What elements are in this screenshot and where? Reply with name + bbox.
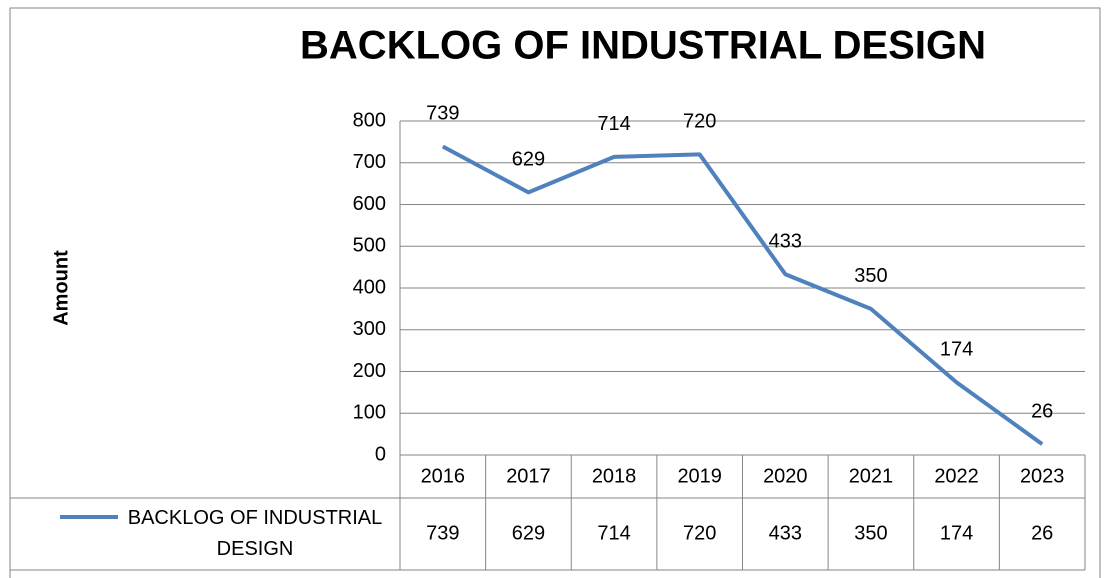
y-tick-label: 800 bbox=[353, 109, 386, 131]
y-tick-label: 300 bbox=[353, 318, 386, 340]
table-value: 26 bbox=[1031, 522, 1053, 544]
chart-border bbox=[9, 7, 1101, 578]
x-tick-label: 2018 bbox=[592, 465, 637, 487]
line bbox=[441, 144, 1044, 446]
y-tick-label: 0 bbox=[375, 443, 386, 465]
table-value: 720 bbox=[683, 522, 716, 544]
table-value: 174 bbox=[940, 522, 973, 544]
table-value: 350 bbox=[854, 522, 887, 544]
x-tick-label: 2023 bbox=[1020, 465, 1065, 487]
data-label: 739 bbox=[426, 103, 459, 125]
y-tick-label: 100 bbox=[353, 402, 386, 424]
table-value: 433 bbox=[769, 522, 802, 544]
x-tick-label: 2016 bbox=[421, 465, 466, 487]
legend-label: BACKLOG OF INDUSTRIAL DESIGN bbox=[127, 507, 383, 560]
data-label: 629 bbox=[512, 149, 545, 171]
x-tick-label: 2022 bbox=[934, 465, 979, 487]
data-label: 174 bbox=[940, 339, 973, 361]
x-tick-label: 2017 bbox=[506, 465, 551, 487]
x-tick-label: 2019 bbox=[677, 465, 722, 487]
y-tick-label: 200 bbox=[353, 360, 386, 382]
x-tick-label: 2020 bbox=[763, 465, 808, 487]
y-tick-label: 400 bbox=[353, 276, 386, 298]
data-label: 714 bbox=[597, 113, 630, 135]
table-value: 739 bbox=[426, 522, 459, 544]
data-label: 720 bbox=[683, 111, 716, 133]
y-tick-label: 600 bbox=[353, 193, 386, 215]
y-axis-label: Amount bbox=[50, 250, 72, 326]
data-label: 433 bbox=[769, 231, 802, 253]
chart-title: BACKLOG OF INDUSTRIAL DESIGN bbox=[300, 24, 986, 68]
y-tick-label: 700 bbox=[353, 151, 386, 173]
data-label: 26 bbox=[1031, 400, 1053, 422]
data-label: 350 bbox=[854, 265, 887, 287]
table-value: 714 bbox=[597, 522, 630, 544]
table-value: 629 bbox=[512, 522, 545, 544]
x-tick-label: 2021 bbox=[849, 465, 894, 487]
y-tick-label: 500 bbox=[353, 235, 386, 257]
